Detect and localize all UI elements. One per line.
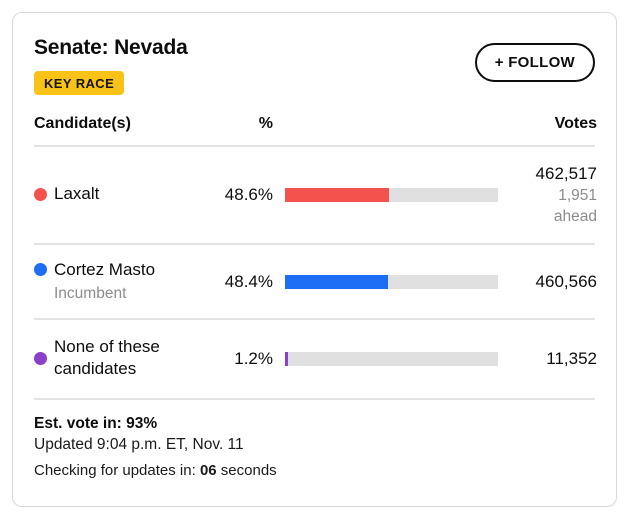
countdown-suffix: seconds [220,462,277,479]
lead-amount: 1,951 [558,187,597,204]
percent-value: 1.2% [234,349,273,368]
result-bar-track [285,188,498,202]
candidate-color-dot-icon [34,187,47,201]
col-header-spacer [273,115,511,133]
candidate-cell: None of these candidates [34,336,186,382]
est-vote-label: Est. vote in: [34,415,122,432]
race-card: Senate: Nevada KEY RACE + FOLLOW Candida… [12,12,617,507]
percent-value: 48.6% [224,185,273,204]
page-title: Senate: Nevada [34,36,188,59]
votes-cell: 462,517 1,951 ahead [511,163,597,227]
table-row: Cortez Masto Incumbent 48.4% 460,566 [34,243,597,318]
result-bar [273,188,511,202]
votes-value: 462,517 [535,164,597,183]
votes-cell: 11,352 [511,348,597,370]
candidate-name: Cortez Masto [54,259,156,279]
result-bar-track [285,274,498,289]
follow-button[interactable]: + FOLLOW [474,43,595,82]
votes-value: 11,352 [546,349,597,368]
percent-value: 48.4% [224,271,273,291]
candidate-name: Laxalt [54,184,100,203]
key-race-badge: KEY RACE [34,71,125,95]
countdown-value: 06 [199,462,217,479]
candidate-color-dot-icon [34,351,47,365]
result-bar-fill [285,188,389,202]
updated-line: Updated 9:04 p.m. ET, Nov. 11 [34,436,244,453]
result-bar-fill [285,352,288,366]
candidate-cell: Cortez Masto Incumbent [34,259,186,305]
candidate-color-dot-icon [34,263,47,276]
lead-label: ahead [553,208,597,225]
table-row: Laxalt 48.6% 462,517 1,951 ahead [34,145,597,243]
result-bar-fill [285,274,389,289]
table-row: None of these candidates 1.2% 11,352 [34,318,597,398]
votes-value: 460,566 [535,271,597,291]
votes-cell: 460,566 [511,271,597,293]
candidate-name: None of these candidates [54,337,160,378]
col-header-votes: Votes [554,115,597,132]
countdown-prefix: Checking for updates in: [34,462,196,479]
est-vote-line: Est. vote in: 93% [34,413,595,434]
result-bar [273,352,511,366]
candidate-cell: Laxalt [34,183,186,207]
update-countdown-line: Checking for updates in: 06 seconds [34,460,595,481]
est-vote-value: 93% [126,415,158,432]
table-header: Candidate(s) % Votes [34,115,597,145]
header-left: Senate: Nevada KEY RACE [34,36,188,95]
result-bar-track [285,352,498,366]
candidate-subtitle: Incumbent [54,284,127,302]
col-header-percent: % [258,115,273,132]
card-footer: Est. vote in: 93% Updated 9:04 p.m. ET, … [34,398,595,481]
card-header: Senate: Nevada KEY RACE + FOLLOW [34,36,595,95]
result-bar [273,274,511,289]
col-header-candidate: Candidate(s) [34,115,131,132]
